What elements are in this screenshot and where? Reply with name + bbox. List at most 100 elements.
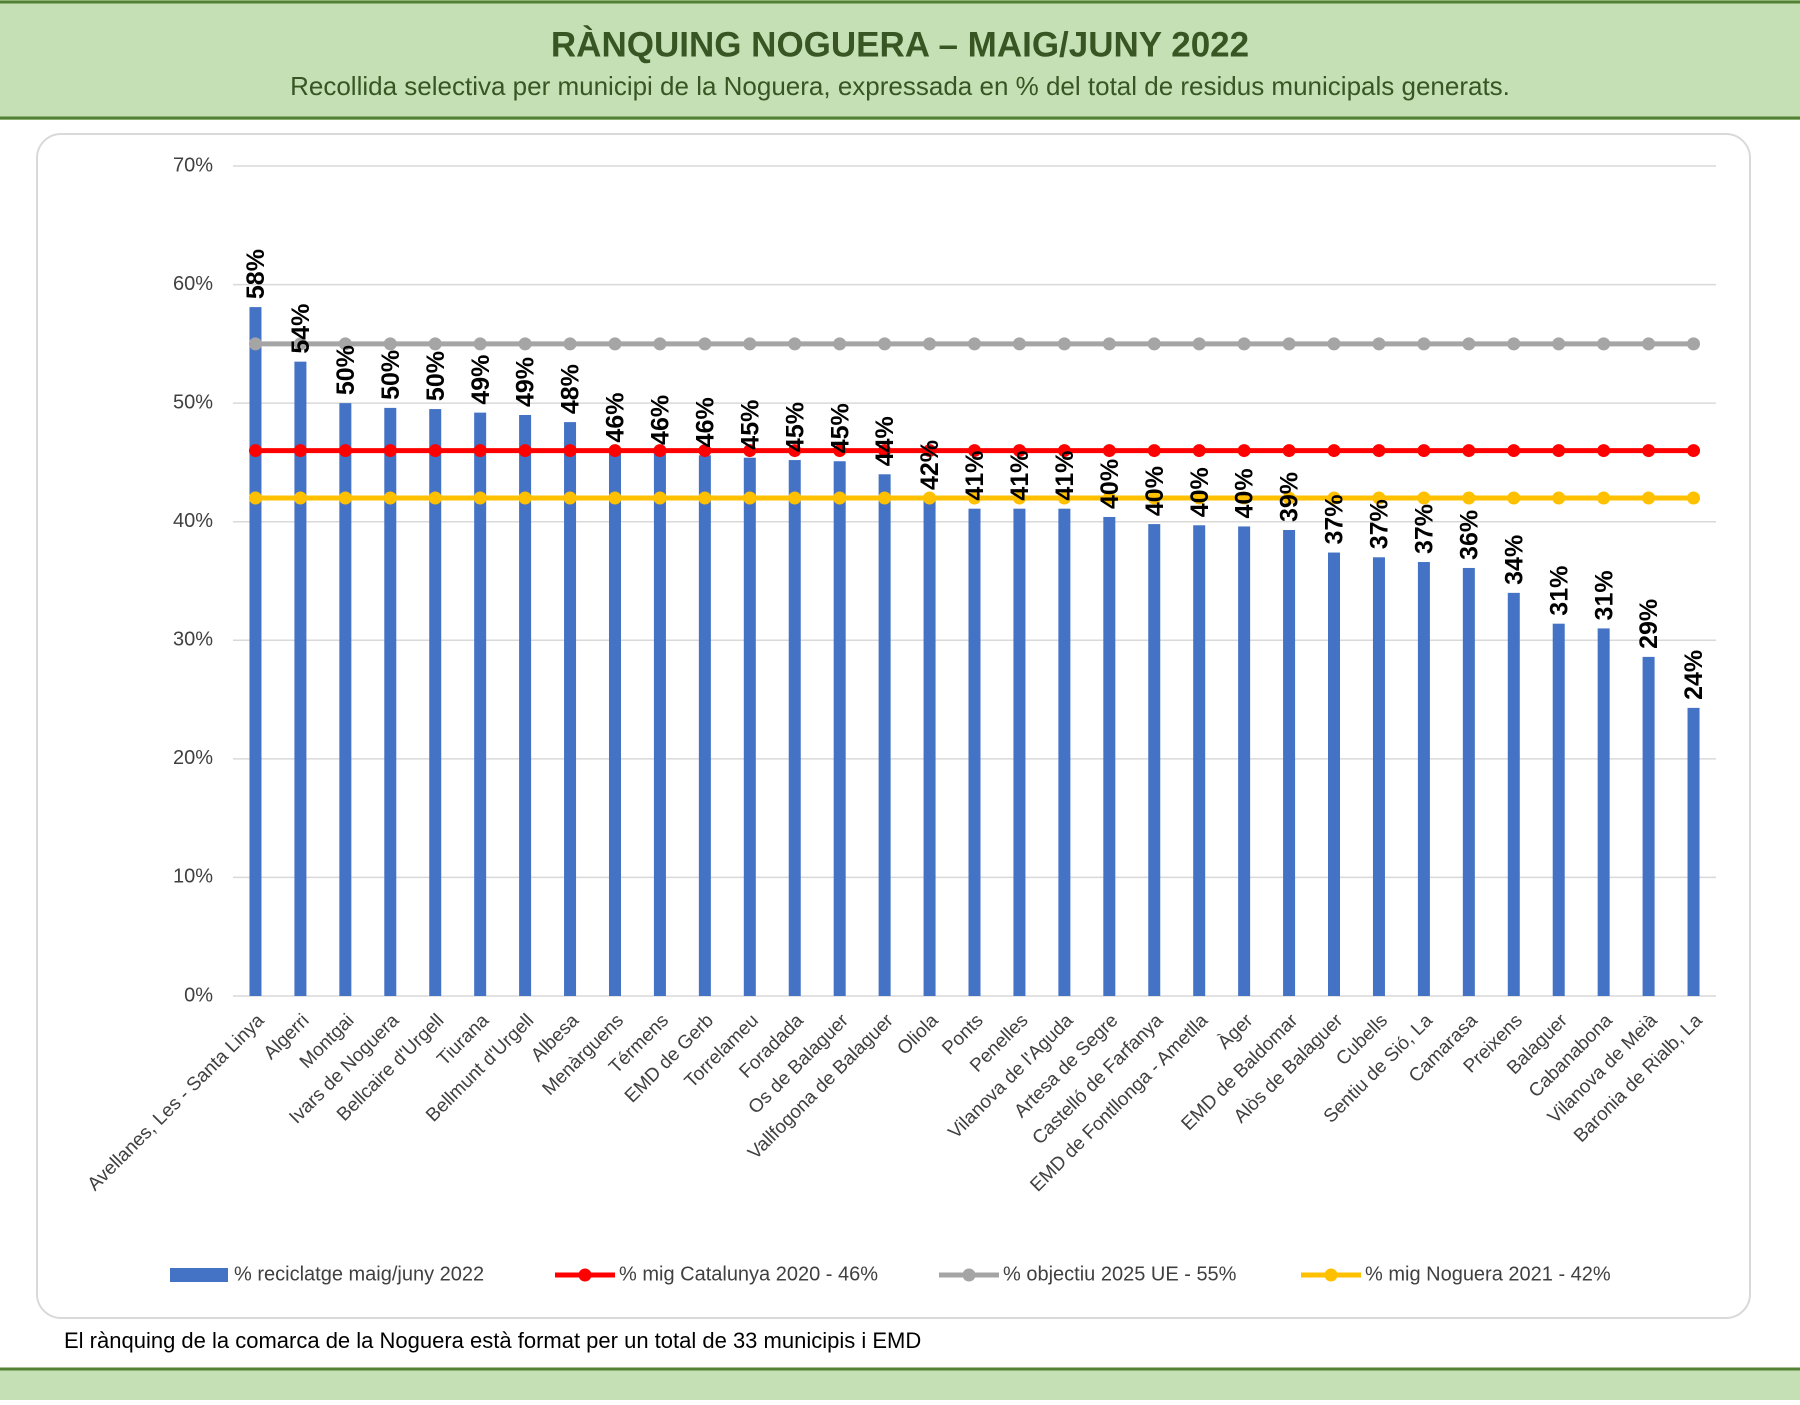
bar [1642,656,1655,996]
line-marker [788,337,802,351]
line-marker [1597,444,1611,458]
line-marker [1642,491,1656,505]
bar [1058,508,1071,996]
legend-label: % mig Catalunya 2020 - 46% [619,1263,878,1285]
line-marker [248,337,262,351]
line-marker [1687,491,1701,505]
line-marker [1552,491,1566,505]
line-marker [1417,444,1431,458]
line-marker [878,491,892,505]
line-marker [1687,444,1701,458]
line-marker [518,491,532,505]
subtitle: Recollida selectiva per municipi de la N… [290,71,1510,101]
line-marker [1372,491,1386,505]
legend-label: % reciclatge maig/juny 2022 [234,1263,484,1285]
bar [474,412,487,997]
bar [1552,623,1565,996]
line-marker [1462,444,1476,458]
data-label: 45% [736,400,764,450]
line-marker [338,444,352,458]
line-marker [338,337,352,351]
line-marker [608,491,622,505]
line-marker [1552,337,1566,351]
line-marker [1282,337,1296,351]
line-marker [833,491,847,505]
bar [384,407,397,996]
line-marker [1057,337,1071,351]
y-tick-label: 70% [173,154,213,176]
line-marker [788,444,802,458]
y-tick-label: 0% [184,984,213,1006]
line-marker [1012,444,1026,458]
line-marker [1507,491,1521,505]
line-marker [968,491,981,505]
line-marker [698,337,712,351]
y-tick-label: 20% [173,747,213,769]
line-marker [293,337,307,351]
line-marker [383,491,397,505]
line-marker [968,337,981,351]
bar [698,455,711,996]
line-marker [923,337,937,351]
bar [1238,526,1251,996]
y-tick-label: 60% [173,273,213,295]
line-marker [1237,337,1251,351]
line-marker [1237,444,1251,458]
data-label: 40% [1096,459,1124,509]
data-label: 50% [422,351,450,401]
bar [1417,562,1430,996]
line-marker [1687,337,1701,351]
line-marker [473,491,487,505]
line-marker [518,337,532,351]
line-marker [1552,444,1566,458]
line-marker [248,491,262,505]
line-marker [743,491,757,505]
line-marker [1642,444,1656,458]
bar [968,508,981,996]
y-tick-label: 10% [173,866,213,888]
bar [878,474,891,996]
data-label: 49% [512,357,540,407]
data-label: 31% [1545,566,1573,616]
data-label: 36% [1455,510,1483,560]
line-marker [1192,337,1206,351]
bar [1283,530,1296,996]
line-marker [1147,491,1161,505]
line-marker [878,444,892,458]
line-marker [1102,337,1116,351]
line-marker [428,491,442,505]
data-label: 34% [1500,535,1528,585]
line-marker [338,491,352,505]
line-marker [698,444,712,458]
data-label: 37% [1321,494,1349,544]
line-marker [1237,491,1251,505]
bar [294,361,307,997]
bar [1148,524,1161,996]
data-label: 40% [1231,468,1259,518]
line-marker [1597,491,1611,505]
legend-swatch [1324,1268,1338,1282]
data-label: 39% [1276,472,1304,522]
line-marker [1417,491,1431,505]
data-label: 46% [647,395,675,445]
line-marker [1642,337,1656,351]
legend-swatch [962,1268,976,1282]
legend-label: % objectiu 2025 UE - 55% [1003,1263,1237,1285]
line-marker [1012,491,1026,505]
data-label: 41% [961,451,989,501]
data-label: 46% [691,397,719,447]
line-marker [1057,491,1071,505]
data-label: 46% [602,393,630,443]
line-marker [1012,337,1026,351]
line-marker [743,444,757,458]
data-label: 37% [1366,499,1394,549]
line-marker [518,444,532,458]
bar [923,498,936,996]
line-marker [1327,337,1341,351]
line-marker [473,337,487,351]
line-marker [248,444,262,458]
bar [788,460,801,996]
bar [519,415,532,996]
line-marker [293,491,307,505]
